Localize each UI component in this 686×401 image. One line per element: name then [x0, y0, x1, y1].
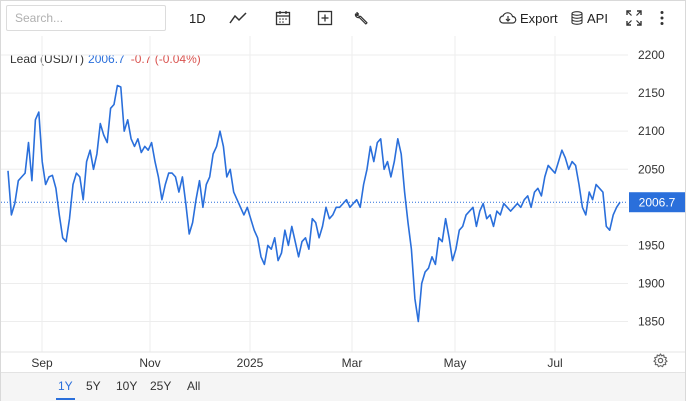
database-icon — [571, 11, 583, 25]
price-chart[interactable]: 18501900195020002050210021502200SepNov20… — [0, 36, 686, 372]
cloud-download-icon — [499, 12, 517, 24]
export-button[interactable]: Export — [499, 8, 558, 28]
interval-label: 1D — [189, 10, 206, 26]
y-tick-label: 1900 — [638, 276, 665, 290]
range-10y-button[interactable]: 10Y — [116, 379, 138, 393]
range-25y-button[interactable]: 25Y — [150, 379, 172, 393]
export-label: Export — [520, 10, 558, 26]
y-tick-label: 1950 — [638, 238, 665, 252]
wrench-icon — [354, 11, 368, 25]
y-tick-label: 1850 — [638, 315, 665, 329]
settings-gear-icon — [653, 353, 668, 368]
add-indicator-button[interactable] — [317, 8, 333, 28]
x-tick-label: Jul — [547, 356, 562, 370]
x-tick-label: Sep — [31, 356, 53, 370]
y-tick-label: 2050 — [638, 162, 665, 176]
x-tick-label: Nov — [139, 356, 160, 370]
api-label: API — [587, 10, 608, 26]
api-button[interactable]: API — [571, 8, 608, 28]
toolbar: 1D Export API — [0, 0, 686, 36]
calendar-icon — [275, 11, 291, 26]
x-tick-label: Mar — [342, 356, 363, 370]
x-tick-label: May — [444, 356, 467, 370]
y-tick-label: 2200 — [638, 48, 665, 62]
range-1y-button[interactable]: 1Y — [56, 379, 75, 400]
interval-button[interactable]: 1D — [189, 8, 206, 28]
plus-box-icon — [317, 10, 333, 26]
range-selector: 1Y 5Y 10Y 25Y All — [1, 372, 685, 401]
fullscreen-icon — [626, 10, 642, 26]
search-input[interactable] — [6, 5, 166, 31]
last-value-label: 2006.7 — [639, 196, 676, 210]
more-menu-button[interactable] — [659, 8, 665, 28]
fullscreen-button[interactable] — [626, 8, 642, 28]
range-all-button[interactable]: All — [187, 379, 201, 393]
more-vertical-icon — [660, 11, 664, 25]
x-tick-label: 2025 — [237, 356, 264, 370]
chart-settings-button[interactable] — [653, 353, 668, 373]
last-value-badge — [629, 192, 685, 213]
price-series-line — [7, 84, 621, 323]
y-tick-label: 2150 — [638, 86, 665, 100]
date-range-button[interactable] — [275, 8, 291, 28]
chart-type-button[interactable] — [229, 8, 247, 28]
tools-button[interactable] — [354, 8, 370, 28]
range-5y-button[interactable]: 5Y — [86, 379, 101, 393]
line-chart-icon — [229, 12, 247, 24]
y-tick-label: 2100 — [638, 124, 665, 138]
